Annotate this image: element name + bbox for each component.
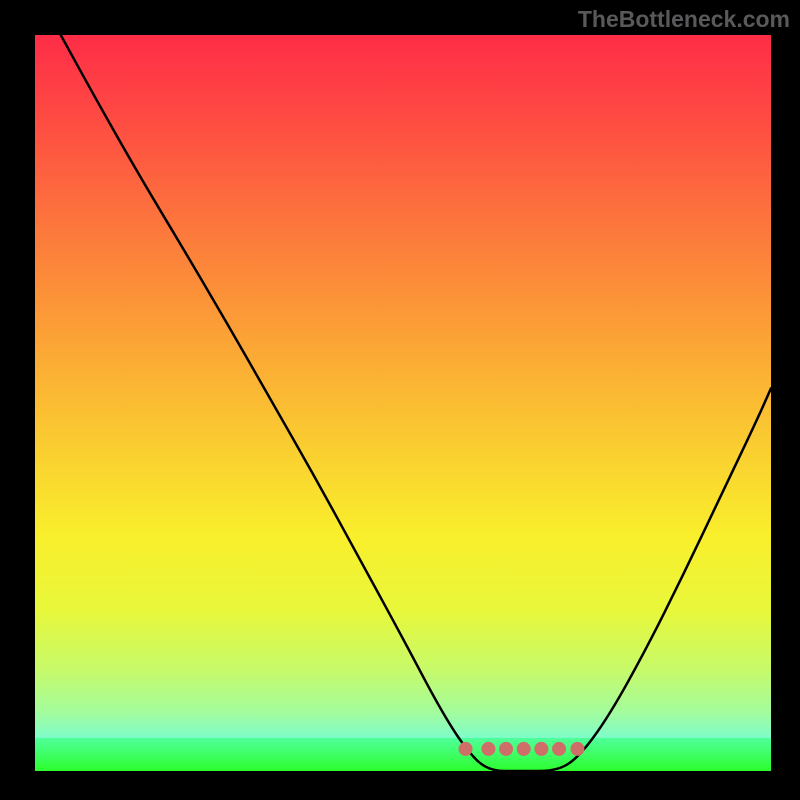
sweet-spot-marker xyxy=(552,742,566,756)
sweet-spot-marker xyxy=(459,742,473,756)
chart-frame: TheBottleneck.com xyxy=(0,0,800,800)
plot-area xyxy=(35,35,771,771)
chart-svg xyxy=(35,35,771,771)
source-watermark: TheBottleneck.com xyxy=(578,6,790,33)
sweet-spot-marker xyxy=(570,742,584,756)
gradient-background xyxy=(35,35,771,771)
sweet-spot-marker xyxy=(499,742,513,756)
green-band xyxy=(35,738,771,771)
sweet-spot-marker xyxy=(481,742,495,756)
sweet-spot-marker xyxy=(517,742,531,756)
sweet-spot-marker xyxy=(534,742,548,756)
